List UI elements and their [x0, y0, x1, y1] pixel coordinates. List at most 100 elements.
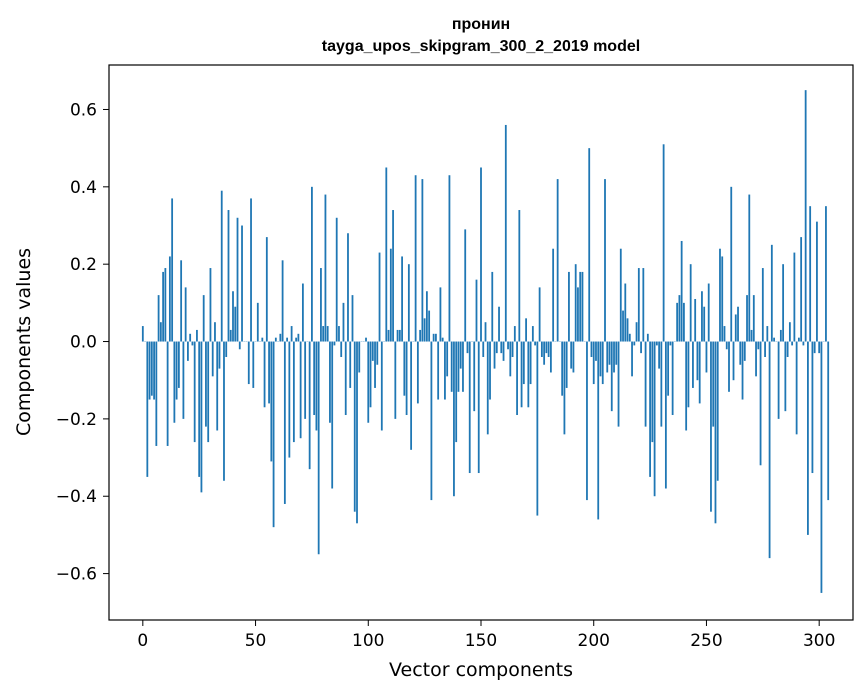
y-tick-label-5: 0.4 [70, 178, 97, 198]
bar-56 [268, 341, 270, 404]
bar-110 [389, 248, 392, 342]
x-tick-label-300: 300 [803, 631, 835, 651]
bar-70 [299, 341, 302, 439]
bar-211 [617, 341, 620, 427]
bar-20 [187, 341, 189, 361]
chart-title: пронин [452, 16, 510, 33]
bar-16 [177, 341, 180, 388]
bar-113 [396, 329, 399, 342]
bar-259 [725, 341, 728, 350]
bar-173 [531, 326, 534, 342]
bar-122 [416, 341, 419, 404]
bar-152 [484, 322, 487, 342]
bar-296 [809, 206, 812, 342]
bar-289 [793, 252, 796, 342]
bar-149 [477, 341, 480, 474]
bar-31 [211, 341, 214, 377]
bar-81 [324, 194, 327, 342]
bar-197 [586, 341, 588, 501]
bar-271 [752, 295, 755, 342]
bar-49 [252, 341, 255, 388]
bar-80 [322, 326, 325, 342]
bar-72 [304, 341, 307, 419]
bar-177 [540, 341, 543, 357]
y-tick-label-4: 0.2 [70, 255, 97, 275]
bar-269 [748, 194, 751, 342]
bar-21 [189, 333, 192, 342]
bar-275 [761, 268, 764, 342]
bar-121 [414, 175, 417, 342]
bar-115 [401, 256, 403, 342]
bar-232 [664, 341, 667, 489]
bar-65 [288, 341, 291, 458]
bar-249 [703, 306, 706, 342]
bar-235 [671, 341, 674, 416]
bar-263 [734, 314, 737, 342]
bar-112 [394, 341, 397, 419]
y-tick-label-0: −0.6 [56, 565, 97, 585]
bar-55 [265, 237, 268, 342]
bar-223 [644, 341, 647, 427]
bar-272 [755, 341, 757, 377]
bar-63 [283, 341, 286, 504]
bar-127 [428, 310, 431, 342]
bar-228 [655, 341, 658, 346]
bar-94 [353, 341, 356, 512]
bar-297 [811, 341, 814, 474]
bar-156 [493, 341, 496, 369]
bar-33 [216, 341, 219, 431]
bar-172 [529, 341, 532, 385]
bar-278 [768, 341, 771, 559]
bar-136 [448, 175, 451, 342]
x-tick-label-250: 250 [690, 631, 722, 651]
bar-166 [516, 341, 518, 416]
bar-257 [721, 256, 724, 342]
bar-192 [574, 264, 577, 342]
bar-238 [678, 295, 681, 342]
bar-111 [392, 210, 394, 342]
bar-256 [719, 248, 721, 342]
y-tick-label-6: 0.6 [70, 100, 97, 120]
bar-75 [311, 186, 313, 342]
bar-129 [432, 333, 435, 342]
bar-34 [218, 341, 221, 369]
bar-171 [527, 341, 530, 408]
bar-191 [572, 341, 575, 373]
bar-168 [520, 341, 523, 408]
bar-102 [371, 341, 374, 361]
bar-186 [561, 341, 564, 396]
bar-83 [329, 341, 331, 423]
bar-182 [552, 248, 555, 342]
bar-group [141, 90, 830, 593]
bar-276 [764, 341, 766, 357]
y-tick-label-2: −0.2 [56, 410, 97, 430]
bar-227 [653, 341, 656, 497]
bar-292 [800, 237, 803, 342]
bar-13 [171, 198, 174, 342]
bar-22 [191, 341, 194, 346]
bar-25 [198, 341, 201, 477]
bar-61 [279, 333, 282, 342]
bar-8 [159, 322, 162, 342]
bar-253 [712, 341, 715, 427]
bar-100 [367, 341, 370, 423]
bar-0 [141, 326, 144, 342]
bar-37 [225, 341, 228, 357]
bar-118 [407, 264, 410, 342]
bar-79 [320, 268, 322, 342]
bar-68 [295, 337, 298, 342]
bar-74 [308, 341, 311, 470]
bar-59 [274, 337, 277, 342]
bar-246 [696, 341, 699, 381]
bar-67 [292, 341, 295, 443]
y-tick-label-3: 0.0 [70, 333, 97, 353]
bar-190 [570, 341, 573, 369]
bar-36 [223, 341, 225, 481]
bar-200 [592, 341, 595, 385]
bar-78 [317, 341, 320, 555]
bar-179 [545, 341, 548, 354]
bar-241 [685, 341, 688, 431]
chart-subtitle: tayga_upos_skipgram_300_2_2019 model [322, 38, 640, 55]
bar-299 [816, 221, 818, 342]
bar-264 [737, 306, 739, 342]
